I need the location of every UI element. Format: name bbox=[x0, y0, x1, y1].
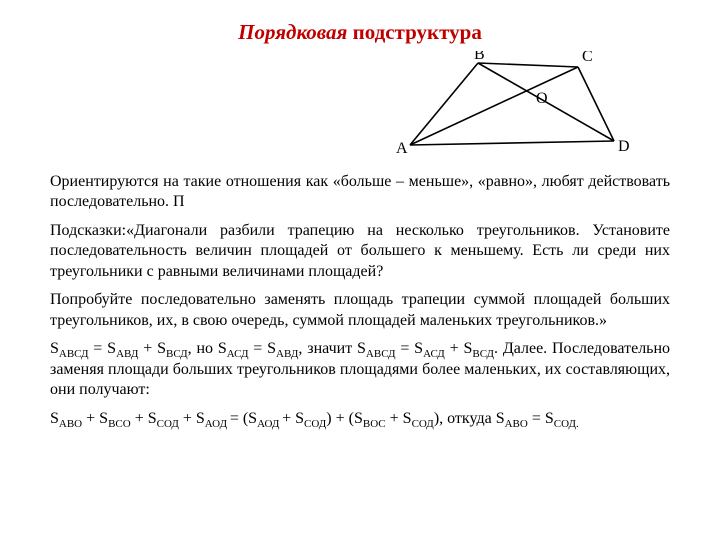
svg-text:D: D bbox=[618, 138, 630, 155]
svg-text:О: О bbox=[536, 90, 548, 107]
diagram-container: А В С D О bbox=[50, 51, 670, 166]
paragraph-2: Подсказки:«Диагонали разбили трапецию на… bbox=[50, 221, 670, 282]
trapezoid-diagram: А В С D О bbox=[390, 51, 630, 161]
equation-1: SАВСД = SАВД + SВСД, но SАСД = SАВД, зна… bbox=[50, 339, 670, 400]
page-title: Порядковая подструктура bbox=[50, 20, 670, 45]
svg-text:В: В bbox=[474, 51, 485, 63]
paragraph-1: Ориентируются на такие отношения как «бо… bbox=[50, 172, 670, 213]
equation-2: SАВО + SВСО + SСОД + SАОД = (SАОД + SСОД… bbox=[50, 409, 670, 429]
title-emph: Порядковая bbox=[238, 20, 347, 44]
title-rest: подструктура bbox=[347, 20, 481, 44]
svg-text:С: С bbox=[582, 51, 593, 65]
paragraph-3: Попробуйте последовательно заменять площ… bbox=[50, 290, 670, 331]
svg-text:А: А bbox=[396, 140, 408, 157]
